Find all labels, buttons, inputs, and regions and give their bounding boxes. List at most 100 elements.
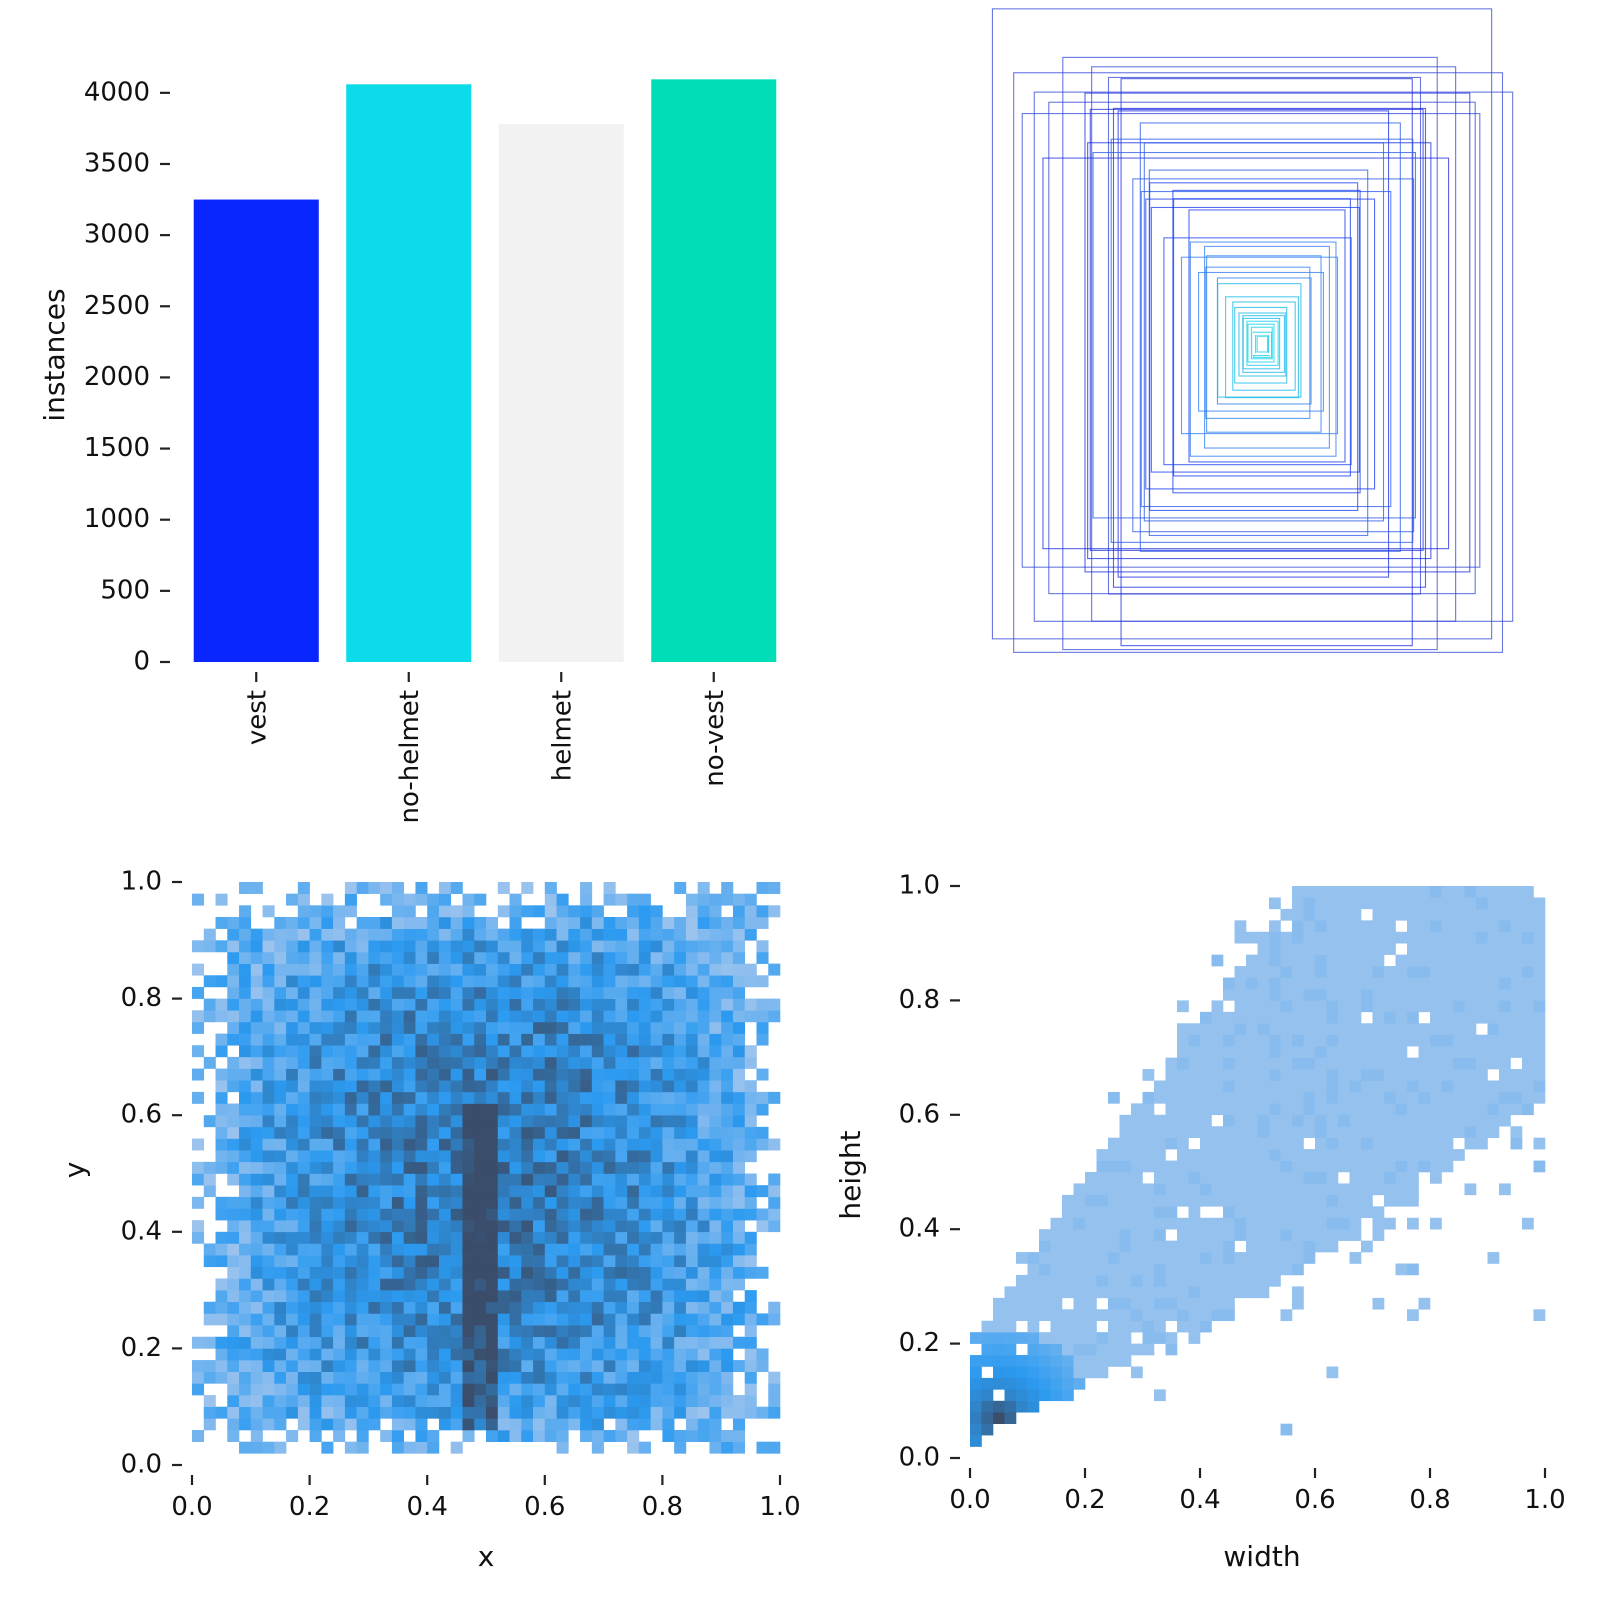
histogram-cell [1131,1286,1143,1299]
histogram-cell [344,998,357,1011]
histogram-cell [250,1173,263,1186]
histogram-cell [685,1371,698,1384]
histogram-cell [1027,1377,1040,1390]
x-tick-label: 0.6 [1294,1485,1335,1515]
histogram-cell [239,1010,252,1023]
histogram-cell [533,1115,546,1128]
histogram-cell [1246,1011,1258,1024]
histogram-cell [603,1255,616,1268]
histogram-cell [1372,1103,1385,1116]
histogram-cell [533,1290,546,1303]
histogram-cell [1361,1137,1373,1150]
histogram-cell [721,1161,734,1174]
histogram-cell [1131,1343,1143,1356]
histogram-cell [1453,1034,1465,1047]
histogram-cell [662,1220,675,1233]
histogram-cell [250,1185,263,1198]
histogram-cell [1349,1011,1362,1024]
histogram-cell [1269,1034,1281,1047]
histogram-cell [1142,1263,1155,1276]
histogram-cell [580,1126,593,1139]
histogram-cell [344,1115,357,1128]
histogram-cell [1361,1057,1373,1070]
histogram-cell [333,1045,346,1058]
histogram-cell [356,986,369,999]
histogram-cell [215,1033,228,1046]
histogram-cell [1349,1217,1362,1230]
histogram-cell [556,1383,569,1396]
histogram-cell [1533,977,1546,990]
histogram-cell [1165,1091,1178,1104]
histogram-cell [732,1441,746,1454]
histogram-cell [533,1080,546,1093]
histogram-cell [627,1325,640,1338]
histogram-cell [1315,1160,1327,1173]
histogram-cell [744,1091,757,1104]
histogram-cell [1441,954,1454,967]
histogram-cell [603,916,616,929]
histogram-cell [1292,1160,1304,1173]
histogram-cell [239,905,252,918]
histogram-cell [239,998,252,1011]
histogram-cell [709,940,722,953]
histogram-cell [274,1325,287,1338]
histogram-cell [1165,1332,1178,1344]
histogram-cell [1234,1126,1247,1138]
histogram-cell [250,1196,263,1209]
histogram-cell [438,1091,452,1104]
histogram-cell [1476,1046,1488,1058]
histogram-cell [391,1161,404,1174]
histogram-cell [556,998,569,1011]
histogram-cell [1453,1069,1465,1081]
y-tick-label: 0.0 [121,1450,162,1480]
histogram-cell [333,1185,346,1198]
histogram-cell [1200,1274,1212,1287]
histogram-cell [1085,1229,1097,1241]
histogram-cell [1188,1240,1201,1253]
histogram-cell [756,1068,769,1081]
histogram-cell [1257,1069,1270,1081]
histogram-cell [250,1406,263,1419]
histogram-cell [1338,1011,1350,1024]
histogram-cell [1016,1366,1028,1379]
histogram-cell [1315,1000,1327,1013]
histogram-cell [309,1266,322,1279]
histogram-cell [580,975,593,988]
histogram-cell [344,1441,357,1454]
histogram-cell [1292,1069,1304,1081]
histogram-cell [697,1243,710,1256]
histogram-cell [1108,1297,1120,1310]
histogram-cell [1211,954,1224,967]
y-axis-title: y [58,1162,91,1179]
histogram-cell [450,916,463,929]
histogram-cell [568,1278,581,1291]
histogram-cell [1165,1160,1178,1173]
histogram-cell [685,963,698,976]
histogram-cell [486,1196,499,1209]
histogram-cell [732,1266,746,1279]
histogram-cell [250,1045,263,1058]
histogram-cell [1395,1160,1408,1173]
histogram-cell [286,1103,299,1116]
x-tick-label: 0.2 [1064,1485,1105,1515]
histogram-cell [756,1406,769,1419]
histogram-cell [1234,1011,1247,1024]
histogram-cell [227,1126,240,1139]
histogram-cell [1372,908,1385,921]
histogram-cell [215,1255,228,1268]
histogram-cell [333,1301,346,1314]
histogram-cell [509,1383,522,1396]
histogram-cell [615,1091,628,1104]
histogram-cell [1200,1286,1212,1299]
histogram-cell [497,1010,510,1023]
histogram-cell [1050,1263,1063,1276]
bar-vest [193,199,319,662]
histogram-cell [203,1336,216,1349]
histogram-cell [580,893,593,906]
histogram-cell [744,1196,757,1209]
histogram-cell [1326,1206,1339,1219]
histogram-cell [580,1325,593,1338]
histogram-cell [427,1395,440,1407]
histogram-cell [1085,1297,1097,1310]
